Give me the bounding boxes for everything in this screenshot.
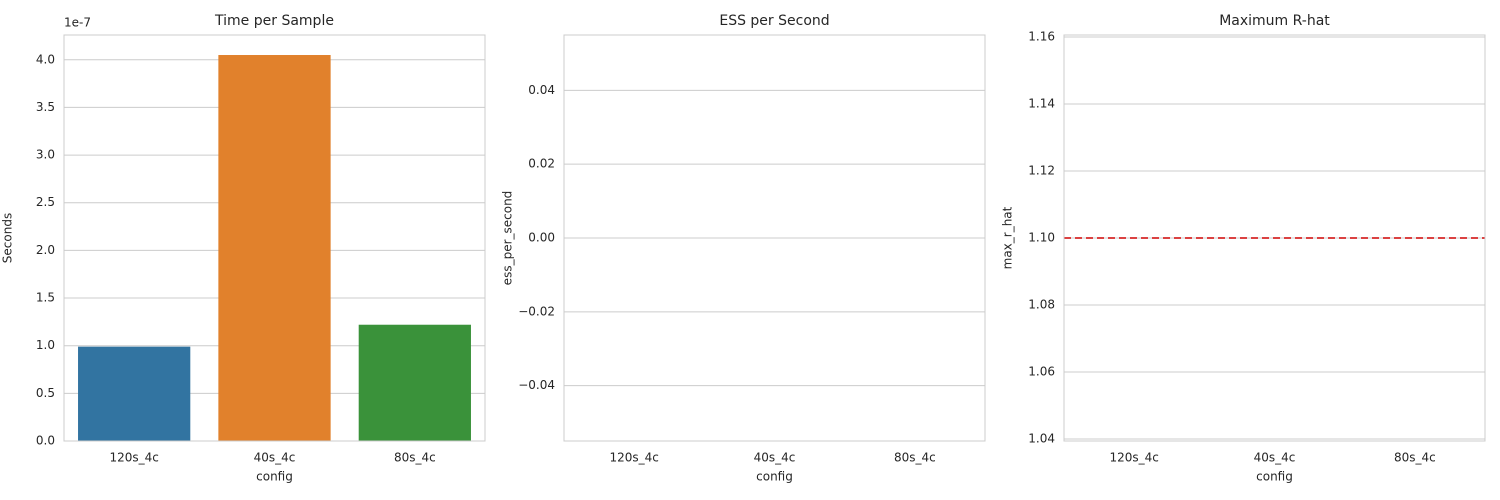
chart-title: Time per Sample [214, 13, 334, 29]
x-tick-label: 120s_4c [609, 451, 658, 465]
x-tick-label: 40s_4c [254, 451, 296, 465]
bar [78, 346, 191, 441]
y-tick-label: 0.0 [36, 434, 55, 448]
x-axis-label: config [756, 470, 793, 484]
y-tick-label: 0.02 [528, 157, 555, 171]
y-tick-label: 1.08 [1028, 297, 1055, 311]
x-tick-label: 80s_4c [394, 451, 436, 465]
x-axis-label: config [1256, 470, 1293, 484]
x-tick-label: 120s_4c [1109, 451, 1158, 465]
x-tick-label: 120s_4c [109, 451, 158, 465]
y-axis-label: ess_per_second [501, 191, 515, 286]
x-tick-label: 80s_4c [1394, 451, 1436, 465]
y-tick-label: 1.16 [1028, 30, 1055, 44]
x-tick-label: 40s_4c [1254, 451, 1296, 465]
bar [358, 324, 471, 441]
y-tick-label: 1.04 [1028, 431, 1055, 445]
y-tick-label: −0.04 [518, 378, 555, 392]
y-tick-label: 2.5 [36, 195, 55, 209]
bar [218, 55, 331, 441]
plot-frame [1063, 34, 1486, 442]
y-tick-label: 3.5 [36, 100, 55, 114]
y-tick-label: 4.0 [36, 52, 55, 66]
y-tick-label: 0.04 [528, 83, 555, 97]
y-axis-label: max_r_hat [1001, 206, 1015, 269]
x-tick-label: 80s_4c [894, 451, 936, 465]
y-tick-label: 0.00 [528, 231, 555, 245]
plot-frame [63, 34, 486, 442]
x-tick-label: 40s_4c [754, 451, 796, 465]
y-tick-label: −0.02 [518, 304, 555, 318]
y-tick-label: 1.14 [1028, 97, 1055, 111]
y-tick-label: 3.0 [36, 148, 55, 162]
axis-offset: 1e-7 [64, 16, 91, 30]
y-tick-label: 1.0 [36, 338, 55, 352]
y-axis-label: Seconds [1, 213, 15, 263]
y-tick-label: 0.5 [36, 386, 55, 400]
chart-title: Maximum R-hat [1219, 13, 1330, 29]
y-tick-label: 2.0 [36, 243, 55, 257]
x-axis-label: config [256, 470, 293, 484]
y-tick-label: 1.5 [36, 291, 55, 305]
y-tick-label: 1.10 [1028, 231, 1055, 245]
y-tick-label: 1.12 [1028, 164, 1055, 178]
plot-frame [563, 34, 986, 442]
y-tick-label: 1.06 [1028, 364, 1055, 378]
chart-title: ESS per Second [719, 13, 829, 29]
